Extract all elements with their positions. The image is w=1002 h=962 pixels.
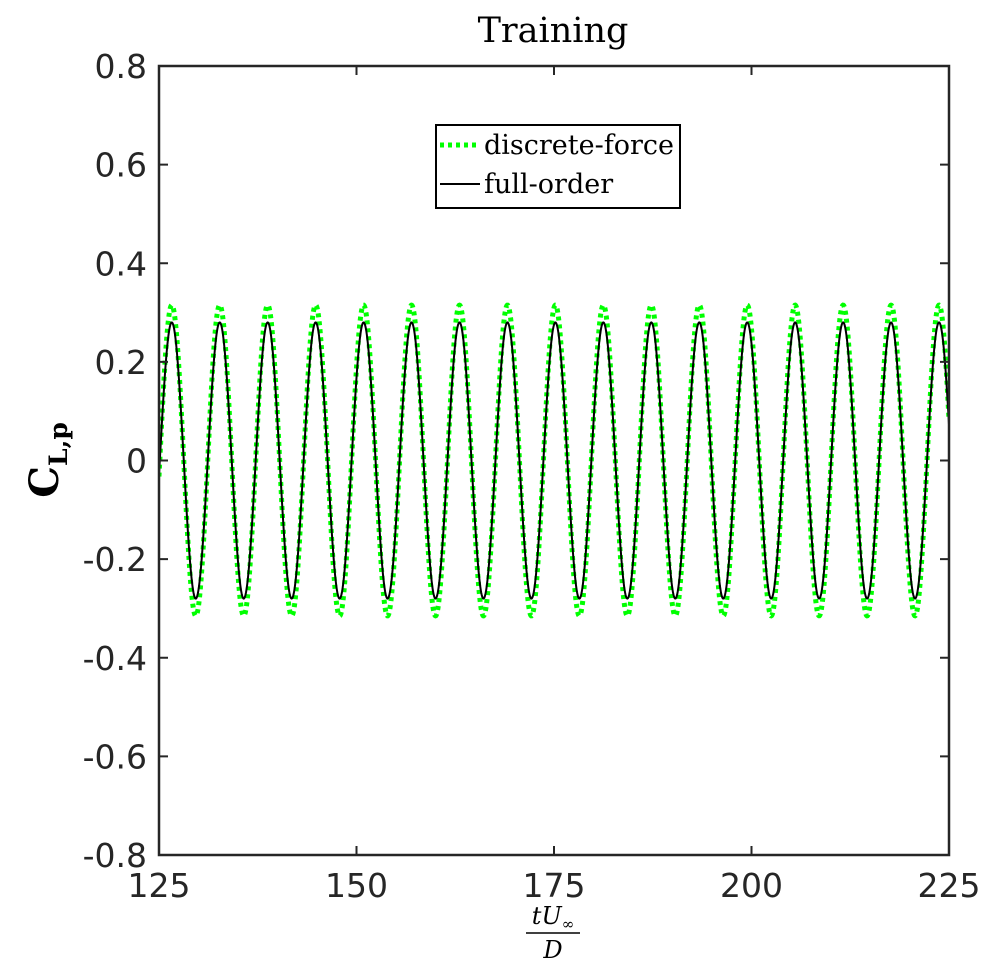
- y-axis-label-sub: L,p: [44, 422, 73, 466]
- chart-title: Training: [478, 11, 629, 51]
- svg-text:CL,p: CL,p: [21, 422, 73, 498]
- y-axis: -0.8 -0.6 -0.4 -0.2 0 0.2 0.4 0.6 0.8: [83, 47, 949, 875]
- y-tick-label: -0.2: [83, 540, 147, 579]
- y-tick-label: 0: [126, 442, 147, 481]
- y-tick-label: 0.2: [95, 343, 147, 382]
- legend: discrete-force full-order: [435, 124, 681, 209]
- x-axis-label-num-t: t: [532, 902, 542, 930]
- legend-box: [435, 124, 681, 209]
- x-tick-label: 225: [918, 866, 981, 905]
- plot-area: [159, 302, 949, 619]
- x-tick-label: 175: [523, 866, 586, 905]
- x-tick-label: 150: [325, 866, 388, 905]
- y-tick-label: 0.4: [95, 244, 147, 283]
- legend-label-discrete-force: discrete-force: [484, 130, 674, 161]
- x-axis-label-denominator: D: [542, 936, 562, 962]
- series-line-full-order: [159, 321, 949, 600]
- y-axis-label: CL,p: [21, 422, 73, 498]
- legend-label-full-order: full-order: [484, 169, 613, 200]
- x-tick-label: 125: [128, 866, 191, 905]
- y-tick-label: 0.8: [95, 47, 147, 86]
- y-tick-label: 0.6: [95, 146, 147, 185]
- y-tick-label: -0.8: [83, 836, 147, 875]
- x-axis-label-num-u: U: [541, 902, 562, 930]
- x-tick-label: 200: [720, 866, 783, 905]
- x-axis-label-num-sub: ∞: [562, 915, 575, 933]
- x-axis: 125 150 175 200 225: [128, 66, 981, 905]
- series-layer: [159, 302, 949, 619]
- y-tick-label: -0.4: [83, 639, 147, 678]
- y-tick-label: -0.6: [83, 737, 147, 776]
- x-axis-label: tU∞ D: [526, 902, 580, 962]
- x-axis-label-numerator: tU∞: [532, 902, 574, 933]
- y-axis-label-main: C: [21, 466, 68, 498]
- series-line-discrete-force: [159, 302, 949, 619]
